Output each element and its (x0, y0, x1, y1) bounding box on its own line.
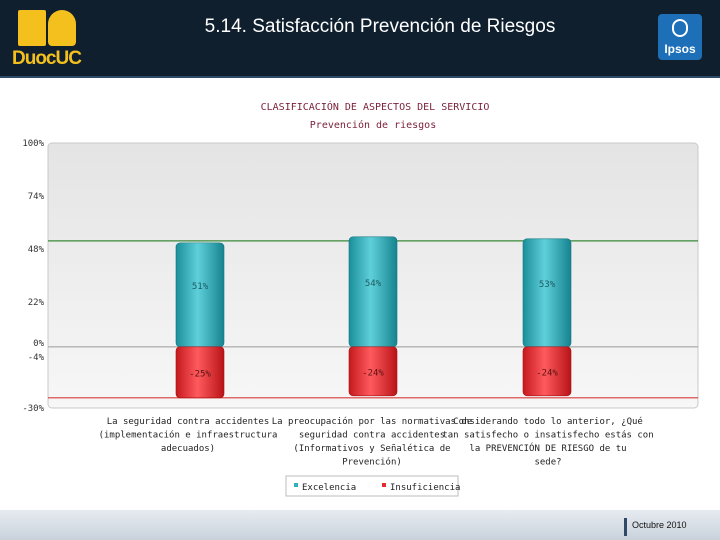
legend-label: Excelencia (302, 483, 356, 493)
bar-value-label: 51% (192, 282, 209, 292)
bar-value-label: -25% (189, 369, 211, 379)
duoc-seal-icon (18, 10, 78, 48)
bar-value-label: 54% (365, 279, 382, 289)
category-label: La seguridad contra accidentes (implement… (99, 417, 278, 454)
chart: CLASIFICACIÓN DE ASPECTOS DEL SERVICIO P… (22, 100, 699, 497)
bar-excelencia (175, 242, 225, 348)
footer-bar (0, 510, 720, 540)
legend-swatch (382, 483, 386, 487)
y-tick-label: 74% (28, 192, 45, 202)
footer-divider (624, 518, 627, 536)
category-label: Considerando todo lo anterior, ¿Qué tan s… (442, 416, 653, 468)
ipsos-mark-icon (672, 19, 688, 37)
chart-subtitle: Prevención de riesgos (310, 119, 436, 131)
bar-excelencia (348, 236, 398, 348)
bar-insuficiencia (175, 346, 225, 399)
y-tick-label: 48% (28, 245, 45, 255)
y-tick-label: 22% (28, 298, 45, 308)
bar-value-label: -24% (362, 368, 384, 378)
bar-value-label: -24% (536, 368, 558, 378)
page-title: 5.14. Satisfacción Prevención de Riesgos (204, 16, 556, 37)
y-tick-label: -30% (22, 404, 44, 414)
category-label: La preocupación por las normativas de seg… (272, 416, 472, 468)
ipsos-logo-text: Ipsos (664, 42, 696, 56)
bar-insuficiencia (348, 346, 398, 397)
y-tick-label: -4% (28, 353, 45, 363)
legend-box (285, 475, 459, 497)
legend-label: Insuficiencia (390, 483, 460, 493)
header-bar: DuocUC 5.14. Satisfacción Prevención de … (0, 0, 720, 78)
ipsos-logo: Ipsos (658, 14, 702, 60)
bar-insuficiencia (522, 346, 572, 397)
bar-excelencia (522, 238, 572, 348)
duoc-logo: DuocUC (12, 10, 96, 69)
bar-value-label: 53% (539, 280, 556, 290)
y-tick-label: 100% (22, 139, 44, 149)
legend-swatch (294, 483, 298, 487)
y-tick-label: 0% (33, 339, 44, 349)
footer-date: Octubre 2010 (632, 520, 687, 530)
chart-title: CLASIFICACIÓN DE ASPECTOS DEL SERVICIO (261, 100, 490, 113)
duoc-logo-text: DuocUC (12, 48, 82, 69)
